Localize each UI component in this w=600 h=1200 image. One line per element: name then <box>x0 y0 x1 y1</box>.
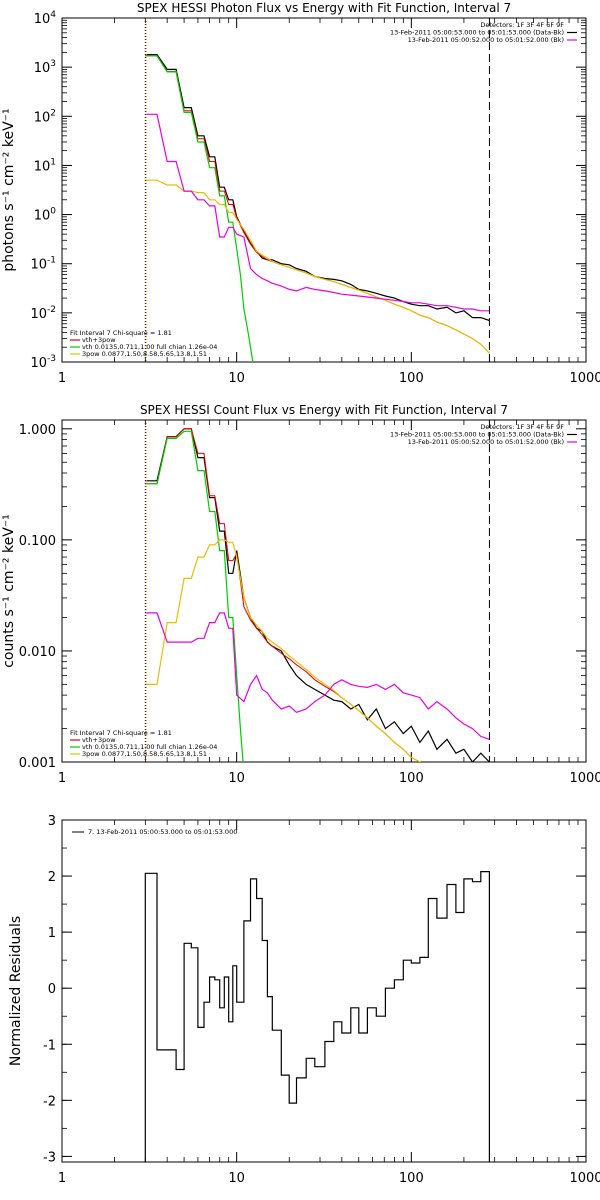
legend-entry: Fit Interval 7 Chi-square = 1.81 <box>70 729 172 737</box>
x-tick-label: 100 <box>399 371 424 386</box>
y-tick-label: 2 <box>48 870 56 885</box>
series-line-4 <box>145 113 490 312</box>
legend-entry: vth 0.0135,0.711,1.00 full chian 1.26e-0… <box>82 743 217 751</box>
legend-entry: 13-Feb-2011 05:00:52.000 to 05:01:52.000… <box>408 438 564 446</box>
legend-entry: 3pow 0.0877,1.50,8.58,5.65,13.8,1.51 <box>82 750 207 758</box>
legend-entry: Fit Interval 7 Chi-square = 1.81 <box>70 329 172 337</box>
y-tick-label: -3 <box>43 1150 56 1165</box>
x-tick-label: 1000 <box>569 771 600 786</box>
legend-bottom: Fit Interval 7 Chi-square = 1.81vth+3pow… <box>70 329 217 358</box>
series-line-3 <box>145 539 422 762</box>
y-tick-label: 103 <box>34 59 56 76</box>
plot-area <box>144 870 490 1162</box>
count-flux-panel: SPEX HESSI Count Flux vs Energy with Fit… <box>1 403 600 786</box>
photon-flux-panel: SPEX HESSI Photon Flux vs Energy with Fi… <box>1 1 600 386</box>
y-axis-label: photons s⁻¹ cm⁻² keV⁻¹ <box>1 108 17 271</box>
x-tick-label: 10 <box>228 771 245 786</box>
y-tick-label: 10-2 <box>30 305 56 322</box>
y-tick-label: 102 <box>34 108 56 125</box>
y-tick-label: 10-3 <box>30 354 56 371</box>
plot-frame <box>61 819 587 1163</box>
y-axis: 10-3 10-2 10-1 100 101 102 103 104 <box>30 10 586 371</box>
legend-entry: 13-Feb-2011 05:00:53.000 to 05:01:53.000… <box>390 29 564 37</box>
x-tick-label: 100 <box>399 771 424 786</box>
series-line-0 <box>144 870 490 1162</box>
legend-entry: vth 0.0135,0.711,1.00 full chian 1.26e-0… <box>82 343 217 351</box>
y-tick-label: 0.001 <box>19 756 56 771</box>
x-tick-label: 1 <box>58 771 66 786</box>
x-tick-label: 10 <box>228 1171 245 1186</box>
plot-area <box>145 53 490 362</box>
x-tick-label: 1000 <box>569 371 600 386</box>
series-line-1 <box>145 428 421 762</box>
x-axis: 1 10 100 1000 <box>58 820 600 1186</box>
legend-entry: 13-Feb-2011 05:00:53.000 to 05:01:53.000… <box>390 431 564 439</box>
series-line-2 <box>145 55 254 362</box>
plot-area <box>145 428 490 762</box>
y-tick-label: 0.100 <box>19 534 56 549</box>
legend-entry: 3pow 0.0877,1.50,8.58,5.65,13.8,1.51 <box>82 350 207 358</box>
residuals-panel: 1 10 100 1000 -3 -2 -1 0 1 2 3 Normalized Residuals… <box>8 814 600 1186</box>
legend-entry: vth+3pow <box>82 736 116 744</box>
series-line-0 <box>145 428 490 762</box>
legend-top: 7. 13-Feb-2011 05:00:53.000 to 05:01:53.… <box>72 828 237 836</box>
legend-bottom: Fit Interval 7 Chi-square = 1.81vth+3pow… <box>70 729 217 758</box>
y-tick-label: 10-1 <box>30 256 56 273</box>
x-tick-label: 10 <box>228 371 245 386</box>
y-tick-label: 0 <box>48 982 56 997</box>
legend-entry: 7. 13-Feb-2011 05:00:53.000 to 05:01:53.… <box>88 828 237 836</box>
y-tick-label: 104 <box>34 10 57 27</box>
y-axis-label: counts s⁻¹ cm⁻² keV⁻¹ <box>1 514 17 668</box>
legend-entry: Detectors: 1F 3F 4F 6F 9F <box>480 423 564 431</box>
chart-title: SPEX HESSI Count Flux vs Energy with Fit… <box>140 403 508 417</box>
series-line-4 <box>145 612 490 740</box>
y-tick-label: 0.010 <box>19 645 56 660</box>
y-tick-label: 100 <box>34 207 57 224</box>
y-tick-label: -2 <box>43 1094 56 1109</box>
x-axis: 1 10 100 1000 <box>58 18 600 386</box>
legend-entry: Detectors: 1F 3F 4F 6F 9F <box>480 21 564 29</box>
x-tick-label: 1 <box>58 1171 66 1186</box>
x-tick-label: 1000 <box>569 1171 600 1186</box>
y-tick-label: 101 <box>34 157 56 174</box>
y-tick-label: 3 <box>48 814 56 829</box>
x-tick-label: 1 <box>58 371 66 386</box>
series-line-2 <box>145 430 244 762</box>
x-tick-label: 100 <box>399 1171 424 1186</box>
chart-title: SPEX HESSI Photon Flux vs Energy with Fi… <box>137 1 511 15</box>
y-tick-label: -1 <box>43 1038 56 1053</box>
y-axis: -3 -2 -1 0 1 2 3 <box>43 814 586 1165</box>
legend-entry: 13-Feb-2011 05:00:52.000 to 05:01:52.000… <box>408 36 564 44</box>
plot-frame <box>61 419 587 763</box>
y-tick-label: 1.000 <box>19 423 56 438</box>
legend-entry: vth+3pow <box>82 336 116 344</box>
plot-frame <box>61 17 587 363</box>
y-axis-label: Normalized Residuals <box>8 916 24 1066</box>
y-tick-label: 1 <box>48 926 56 941</box>
y-axis: 0.001 0.010 0.100 1.000 <box>19 423 586 771</box>
series-line-0 <box>145 53 490 322</box>
series-line-3 <box>145 179 490 354</box>
